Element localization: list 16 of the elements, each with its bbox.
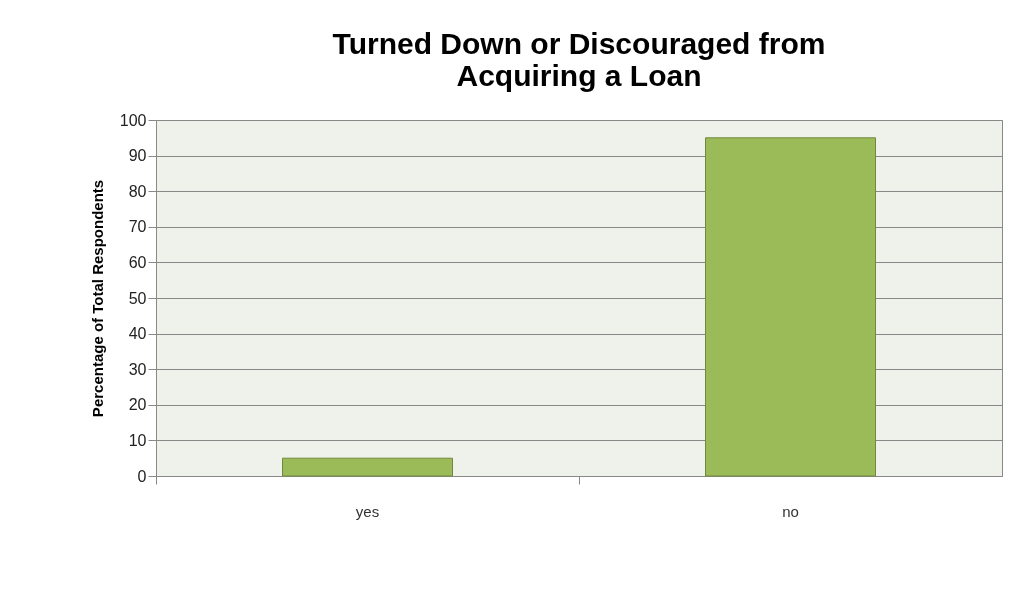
y-tick-label: 100 [119,111,147,129]
y-tick-label: 70 [128,218,147,236]
y-tick-label: 50 [128,289,147,307]
y-tick-label: 60 [128,253,147,271]
text: Acquiring a Loan [456,59,702,92]
x-tick-label: no [782,502,799,520]
y-tick-label: 80 [128,182,147,200]
y-tick-label: 10 [128,431,147,449]
y-tick-label: 20 [128,396,147,414]
x-tick-label: yes [355,502,380,520]
y-tick-label: 40 [128,325,147,343]
text: Turned Down or Discouraged from [332,27,826,60]
y-tick-label: 30 [128,360,147,378]
y-tick-label: 0 [137,467,147,485]
y-tick-label: 90 [128,147,147,165]
y-axis-title: Percentage of Total Respondents [88,179,106,418]
